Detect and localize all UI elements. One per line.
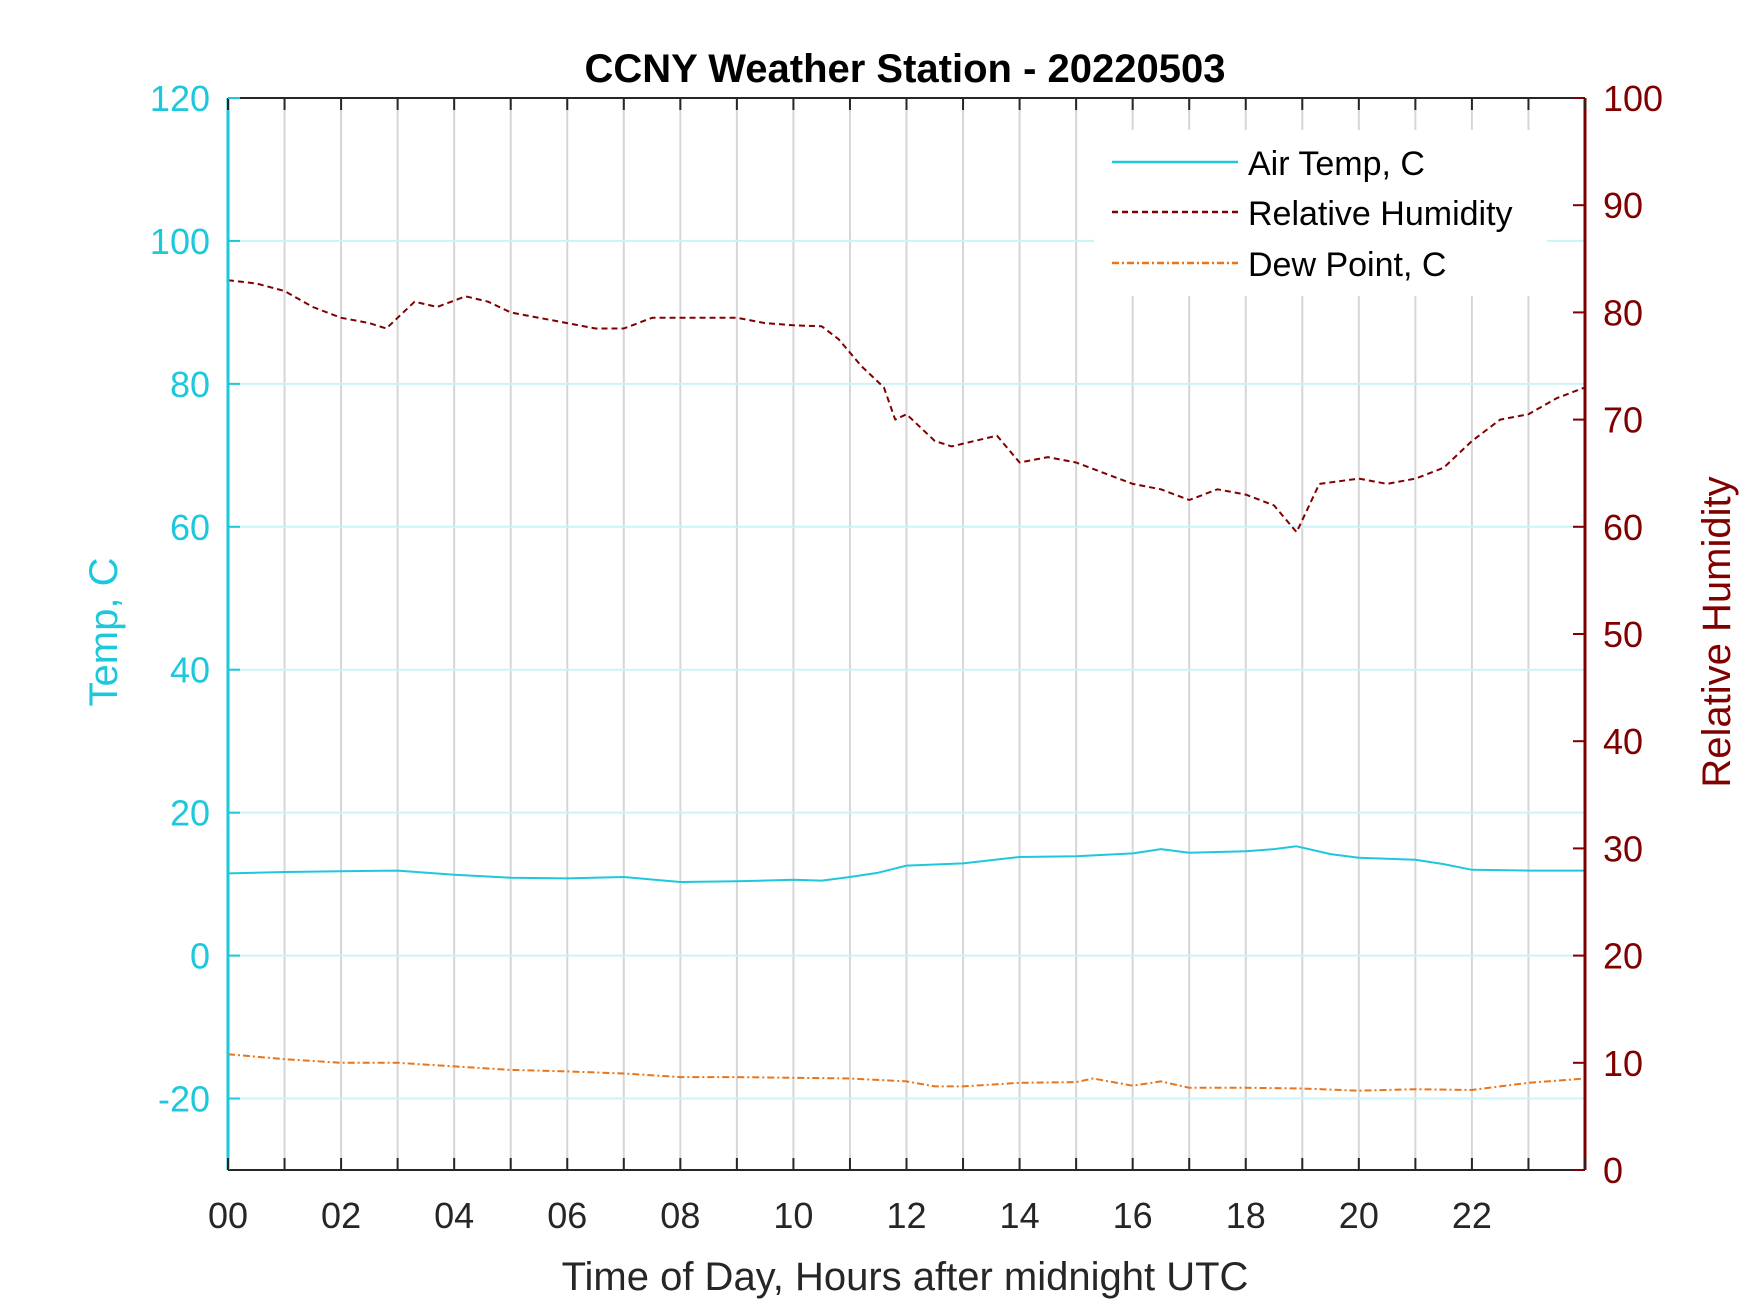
x-tick-label: 18 (1226, 1195, 1266, 1236)
x-tick-label: 02 (321, 1195, 361, 1236)
y-tick-label-left: 60 (170, 507, 210, 548)
y-tick-label-right: 40 (1603, 721, 1643, 762)
series-layer (227, 279, 1586, 1092)
axes (226, 97, 1587, 1171)
x-tick-label: 10 (773, 1195, 813, 1236)
y-tick-label-right: 80 (1603, 292, 1643, 333)
x-tick-label: 06 (547, 1195, 587, 1236)
legend-label-relative-humidity: Relative Humidity (1248, 195, 1513, 233)
tick-labels: 00 02 04 06 08 10 12 14 16 18 20 22-200204060801001… (150, 78, 1663, 1236)
x-tick-label: 14 (1000, 1195, 1040, 1236)
x-tick-label: 20 (1339, 1195, 1379, 1236)
x-tick-label: 08 (660, 1195, 700, 1236)
y-tick-label-right: 100 (1603, 78, 1663, 119)
y-tick-label-right: 60 (1603, 507, 1643, 548)
y-axis-label-left: Temp, C (82, 558, 126, 707)
y-tick-label-left: 0 (190, 936, 210, 977)
y-tick-label-right: 90 (1603, 185, 1643, 226)
legend-label-dew-point: Dew Point, C (1248, 246, 1446, 284)
y-axis-label-right: Relative Humidity (1695, 476, 1739, 787)
y-tick-label-left: 80 (170, 364, 210, 405)
legend-label-air-temp: Air Temp, C (1248, 145, 1425, 183)
x-tick-label: 00 (208, 1195, 248, 1236)
x-axis-label: Time of Day, Hours after midnight UTC (562, 1255, 1249, 1299)
series-line-dew-point-c (227, 1053, 1586, 1092)
x-tick-label: 12 (886, 1195, 926, 1236)
y-tick-label-right: 30 (1603, 828, 1643, 869)
y-tick-label-right: 20 (1603, 936, 1643, 977)
y-tick-label-right: 50 (1603, 614, 1643, 655)
y-tick-label-left: 120 (150, 78, 210, 119)
series-line-air-temp-c (227, 845, 1585, 883)
y-tick-label-right: 0 (1603, 1150, 1623, 1191)
x-tick-label: 04 (434, 1195, 474, 1236)
y-tick-label-right: 10 (1603, 1043, 1643, 1084)
x-tick-label: 22 (1452, 1195, 1492, 1236)
y-tick-label-left: 20 (170, 793, 210, 834)
y-tick-label-left: -20 (158, 1079, 210, 1120)
y-tick-label-right: 70 (1603, 400, 1643, 441)
chart-title: CCNY Weather Station - 20220503 (585, 47, 1226, 91)
y-tick-label-left: 40 (170, 650, 210, 691)
y-tick-label-left: 100 (150, 221, 210, 262)
x-tick-label: 16 (1113, 1195, 1153, 1236)
series-line-relative-humidity (227, 279, 1586, 534)
grid (228, 98, 1585, 1170)
legend-background (1094, 130, 1547, 296)
legend: Air Temp, C Relative Humidity Dew Point,… (1094, 130, 1547, 296)
